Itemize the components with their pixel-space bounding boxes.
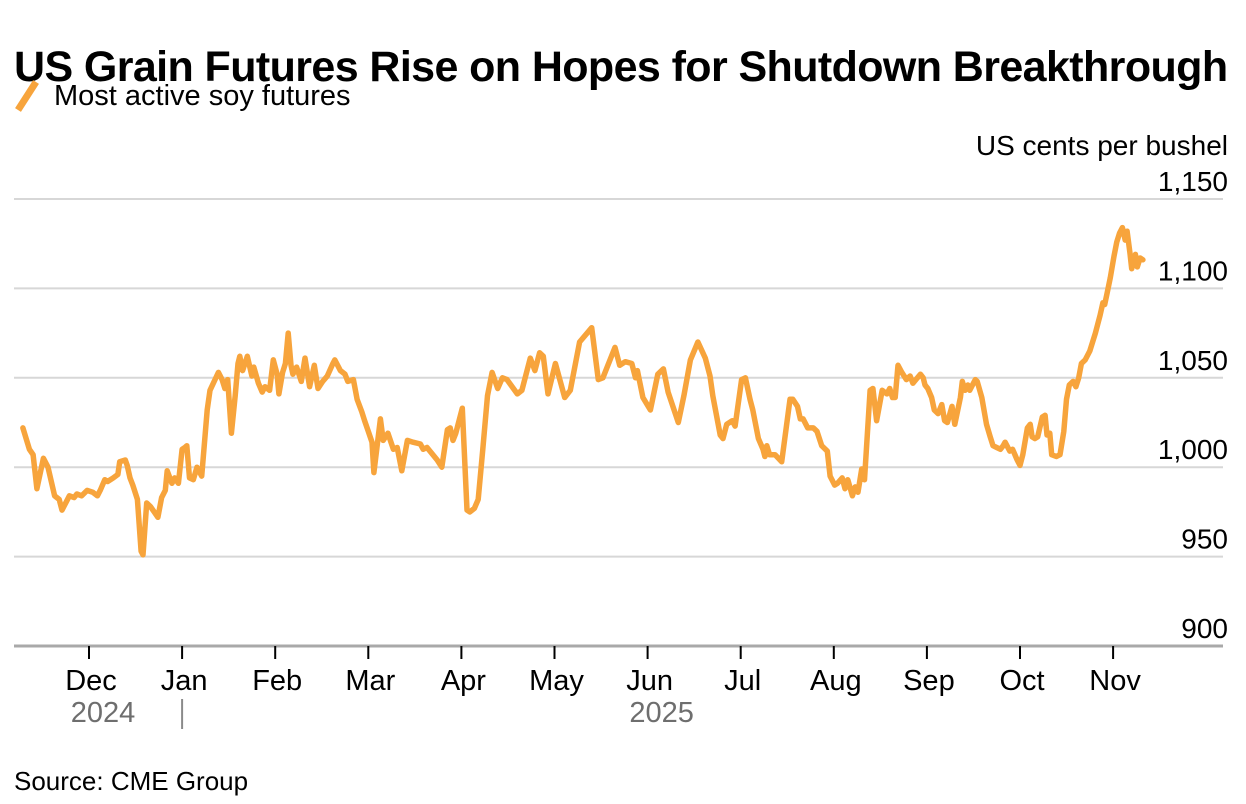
- x-axis-label-sep: Sep: [903, 665, 955, 697]
- x-axis-label-oct: Oct: [999, 665, 1044, 697]
- page-title: US Grain Futures Rise on Hopes for Shutd…: [14, 42, 1228, 91]
- year-label-2025: 2025: [629, 697, 694, 729]
- y-axis-label-950: 950: [1181, 524, 1228, 555]
- source-note: Source: CME Group: [14, 766, 249, 796]
- legend: Most active soy futures: [14, 78, 351, 114]
- x-axis-label-apr: Apr: [441, 665, 486, 697]
- x-axis-label-nov: Nov: [1089, 665, 1141, 697]
- legend-slash-icon: [15, 80, 39, 112]
- legend-label: Most active soy futures: [54, 79, 351, 112]
- y-axis-label-1000: 1,000: [1158, 434, 1228, 465]
- x-axis-label-dec: Dec: [65, 665, 117, 697]
- x-axis-label-may: May: [529, 665, 584, 697]
- y-axis-unit-label: US cents per bushel: [975, 130, 1228, 161]
- y-axis-label-1100: 1,100: [1158, 255, 1228, 286]
- y-axis-label-1050: 1,050: [1158, 345, 1228, 376]
- x-axis-label-mar: Mar: [345, 665, 395, 697]
- x-axis-label-feb: Feb: [252, 665, 302, 697]
- y-axis-label-1150: 1,150: [1158, 166, 1228, 197]
- x-axis-label-jan: Jan: [161, 665, 208, 697]
- x-axis-label-jul: Jul: [724, 665, 761, 697]
- soy-futures-price-line: [20, 224, 1146, 558]
- x-axis-label-aug: Aug: [810, 665, 862, 697]
- y-axis-label-900: 900: [1181, 613, 1228, 644]
- year-label-2024: 2024: [71, 697, 136, 729]
- x-axis-label-jun: Jun: [626, 665, 673, 697]
